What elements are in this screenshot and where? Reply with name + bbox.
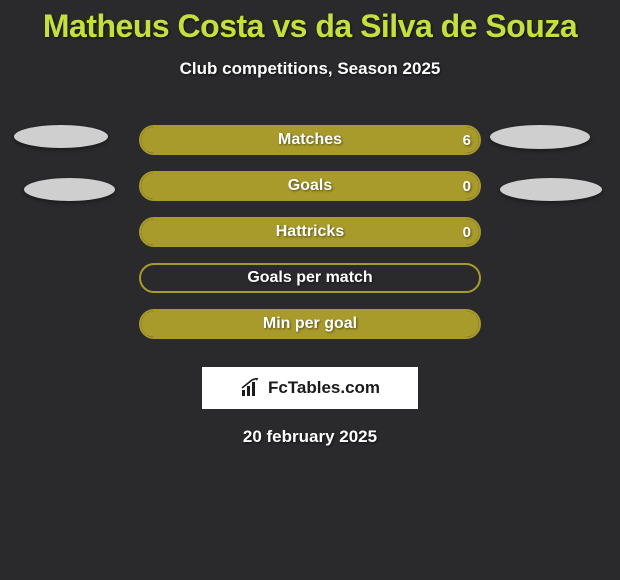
- stat-label: Matches: [278, 131, 342, 149]
- stat-label: Goals: [288, 177, 332, 195]
- stat-label: Goals per match: [247, 269, 372, 287]
- page-title: Matheus Costa vs da Silva de Souza: [0, 0, 620, 45]
- decorative-ellipse: [490, 125, 590, 149]
- decorative-ellipse: [14, 125, 108, 148]
- stat-bar: Goals 0: [139, 171, 481, 201]
- stat-label: Min per goal: [263, 315, 357, 333]
- logo-text: FcTables.com: [268, 378, 380, 398]
- stat-bars: Matches 6 Goals 0 Hattricks 0 Goals per match M…: [0, 117, 620, 347]
- stat-label: Hattricks: [276, 223, 344, 241]
- decorative-ellipse: [500, 178, 602, 201]
- date-label: 20 february 2025: [0, 427, 620, 447]
- stat-value-right: 6: [463, 132, 471, 149]
- stat-bar: Min per goal: [139, 309, 481, 339]
- stat-row: Hattricks 0: [0, 209, 620, 255]
- logo-box: FcTables.com: [202, 367, 418, 409]
- stat-bar: Goals per match: [139, 263, 481, 293]
- stat-bar: Hattricks 0: [139, 217, 481, 247]
- comparison-widget: Matheus Costa vs da Silva de Souza Club …: [0, 0, 620, 580]
- chart-icon: [240, 378, 262, 398]
- stat-value-right: 0: [463, 178, 471, 195]
- stat-row: Min per goal: [0, 301, 620, 347]
- decorative-ellipse: [24, 178, 115, 201]
- stat-bar: Matches 6: [139, 125, 481, 155]
- stat-row: Goals per match: [0, 255, 620, 301]
- subtitle: Club competitions, Season 2025: [0, 59, 620, 79]
- stat-value-right: 0: [463, 224, 471, 241]
